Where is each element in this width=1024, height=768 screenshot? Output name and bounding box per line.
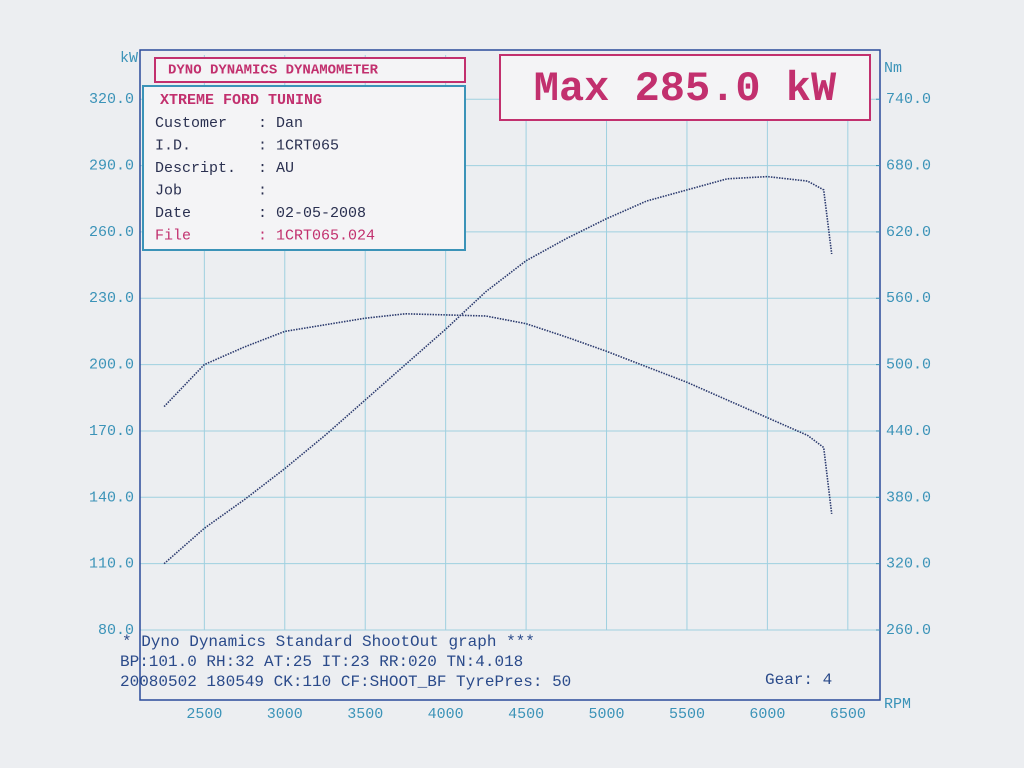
header: DYNO DYNAMICS DYNAMOMETER <box>168 63 379 79</box>
header-box <box>154 57 466 83</box>
info-rows: Customer : Dan I.D. : 1CRT065 Descript. : AU J… <box>155 115 375 245</box>
x-tick-label: 5500 <box>669 706 705 723</box>
footer-line: BP:101.0 RH:32 AT:25 IT:23 RR:020 TN:4.0… <box>120 653 523 671</box>
info-box <box>142 85 466 251</box>
y-tick-label: 80.0 <box>98 622 134 639</box>
y-tick-label: 170.0 <box>89 423 134 440</box>
plot: 80.0 110.0 140.0 170.0 200.0 230.0 260.0 290.0 3… <box>89 91 931 723</box>
max-box <box>499 54 871 121</box>
info-value: : AU <box>258 160 294 177</box>
x-tick-label: 4000 <box>428 706 464 723</box>
x-tick-label: 5000 <box>589 706 625 723</box>
y-tick-label: 140.0 <box>89 489 134 506</box>
max-power: Max 285.0 kW <box>534 65 837 113</box>
x-tick-label: 3500 <box>347 706 383 723</box>
y2-axis-label: Nm <box>884 60 902 77</box>
company: XTREME FORD TUNING <box>160 92 322 109</box>
info-label: File <box>155 227 191 244</box>
x-tick-label: 3000 <box>267 706 303 723</box>
gear: Gear: 4 <box>765 671 832 689</box>
y-tick-label: 230.0 <box>89 290 134 307</box>
info-label: I.D. <box>155 137 191 154</box>
info-label: Customer <box>155 115 227 132</box>
y-tick-label: 200.0 <box>89 357 134 374</box>
x-axis-label: RPM <box>884 696 911 713</box>
x-tick-label: 4500 <box>508 706 544 723</box>
y-tick-label: 320.0 <box>89 91 134 108</box>
y2-tick-label: 320.0 <box>886 556 931 573</box>
x-tick-label: 2500 <box>186 706 222 723</box>
y2-tick-label: 260.0 <box>886 622 931 639</box>
info-value: : 02-05-2008 <box>258 205 366 222</box>
plot-frame <box>139 49 881 701</box>
info-value: : 1CRT065.024 <box>258 227 375 244</box>
y-tick-label: 260.0 <box>89 224 134 241</box>
y2-tick-label: 740.0 <box>886 91 931 108</box>
y-axis-label: kW <box>120 50 138 67</box>
y2-tick-label: 680.0 <box>886 158 931 175</box>
y2-tick-label: 440.0 <box>886 423 931 440</box>
info-label: Date <box>155 205 191 222</box>
y2-tick-label: 620.0 <box>886 224 931 241</box>
x-tick-label: 6500 <box>830 706 866 723</box>
y2-tick-label: 380.0 <box>886 489 931 506</box>
info-value: : <box>258 182 267 199</box>
info-label: Job <box>155 182 182 199</box>
y-tick-label: 110.0 <box>89 556 134 573</box>
footer-line: 20080502 180549 CK:110 CF:SHOOT_BF TyreP… <box>120 673 571 691</box>
footer-line: * Dyno Dynamics Standard ShootOut graph … <box>122 633 535 651</box>
info-label: Descript. <box>155 160 236 177</box>
y2-tick-label: 500.0 <box>886 357 931 374</box>
info-value: : Dan <box>258 115 303 132</box>
y-tick-label: 290.0 <box>89 158 134 175</box>
info-value: : 1CRT065 <box>258 137 339 154</box>
x-tick-label: 6000 <box>749 706 785 723</box>
y2-tick-label: 560.0 <box>886 290 931 307</box>
